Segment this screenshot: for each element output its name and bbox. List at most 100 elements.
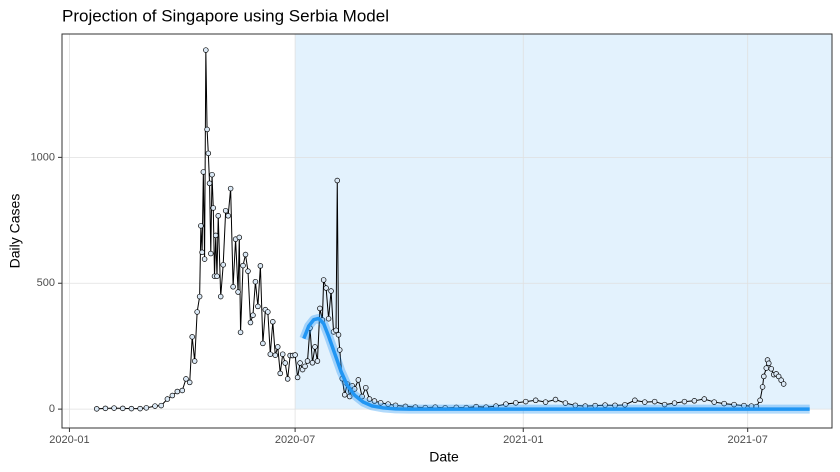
case-point — [191, 358, 198, 364]
projection-region — [295, 34, 832, 410]
case-point — [661, 401, 668, 408]
case-point — [217, 293, 224, 300]
case-point — [265, 309, 271, 315]
case-point — [215, 213, 221, 219]
case-point — [206, 180, 213, 187]
case-point — [325, 315, 332, 322]
case-point — [632, 397, 638, 404]
case-point — [681, 398, 688, 405]
case-point — [225, 213, 231, 219]
case-point — [257, 263, 264, 269]
case-point — [208, 250, 214, 257]
case-point — [366, 396, 373, 402]
case-point — [711, 399, 717, 405]
case-point — [111, 405, 117, 411]
chart-title: Projection of Singapore using Serbia Mod… — [62, 6, 389, 25]
x-tick-label: 2021-07 — [727, 434, 767, 446]
case-point — [292, 352, 298, 358]
case-point — [721, 400, 727, 407]
case-point — [152, 403, 158, 409]
case-point — [763, 365, 770, 371]
x-tick-label: 2020-07 — [275, 434, 315, 446]
case-point — [302, 363, 308, 370]
case-point — [200, 169, 207, 175]
case-point — [333, 327, 339, 334]
case-point — [179, 387, 186, 394]
case-point — [503, 401, 509, 407]
case-point — [759, 384, 766, 390]
case-point — [323, 285, 329, 291]
case-point — [128, 405, 135, 412]
case-point — [297, 360, 303, 366]
case-point — [137, 405, 143, 412]
case-point — [205, 150, 212, 157]
case-point — [780, 381, 787, 387]
case-point — [671, 400, 678, 406]
projection-line — [302, 316, 810, 411]
case-point — [120, 405, 126, 412]
case-point — [642, 399, 648, 405]
case-point — [371, 398, 378, 404]
case-point — [513, 400, 519, 406]
case-point — [196, 293, 203, 300]
case-point — [522, 398, 529, 405]
y-tick-label: 0 — [49, 403, 55, 415]
case-point — [214, 273, 220, 279]
case-point — [562, 400, 569, 406]
case-point — [304, 358, 311, 364]
case-point — [186, 379, 193, 386]
case-point — [164, 396, 171, 402]
case-point — [204, 126, 210, 133]
case-point — [194, 309, 200, 315]
case-point — [768, 366, 774, 372]
case-point — [622, 402, 628, 408]
case-point — [314, 358, 321, 364]
case-point — [220, 262, 226, 268]
case-point — [309, 360, 316, 366]
case-point — [209, 171, 215, 178]
case-point — [691, 398, 698, 404]
case-point — [320, 277, 327, 283]
case-point — [335, 332, 342, 338]
case-point — [355, 377, 362, 383]
case-point — [270, 319, 276, 325]
case-point — [542, 399, 549, 405]
case-point — [102, 405, 109, 412]
case-point — [230, 284, 236, 290]
y-tick-label: 1000 — [31, 151, 55, 163]
case-point — [294, 374, 301, 381]
case-point — [341, 392, 348, 398]
case-point — [198, 223, 204, 229]
case-point — [213, 232, 219, 239]
case-point — [701, 396, 708, 402]
case-point — [731, 401, 737, 408]
case-point — [334, 177, 341, 184]
case-point — [778, 377, 784, 383]
y-tick-label: 500 — [37, 277, 55, 289]
case-point — [222, 207, 229, 214]
case-point — [317, 305, 323, 312]
case-point — [250, 312, 256, 318]
case-point — [260, 340, 266, 347]
case-point — [237, 329, 244, 336]
case-point — [766, 360, 772, 367]
case-point — [377, 400, 384, 406]
case-point — [272, 352, 279, 358]
case-point — [775, 373, 782, 380]
case-point — [336, 347, 343, 353]
case-point — [274, 344, 281, 350]
case-point — [312, 344, 318, 350]
case-point — [277, 370, 283, 377]
case-point — [143, 405, 150, 411]
case-point — [210, 205, 217, 211]
case-point — [189, 334, 195, 340]
x-axis-title: Date — [429, 449, 459, 465]
case-point — [199, 249, 205, 256]
case-point — [158, 402, 164, 409]
case-point — [236, 234, 243, 241]
case-point — [245, 268, 251, 274]
case-point — [282, 360, 288, 366]
case-point — [240, 262, 246, 269]
case-point — [279, 351, 286, 357]
